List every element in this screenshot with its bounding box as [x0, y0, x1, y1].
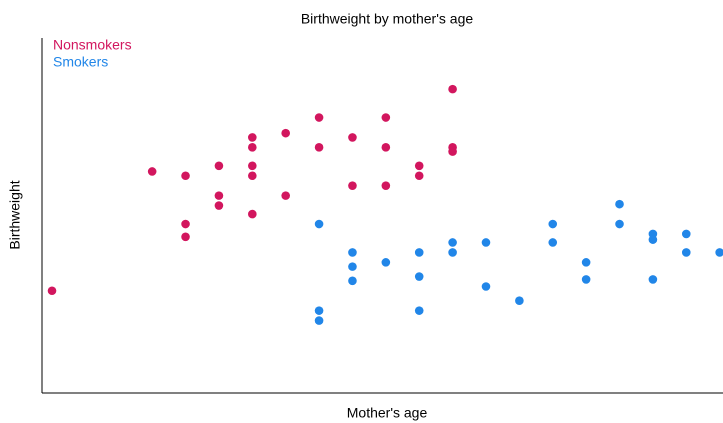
- point: [481, 238, 491, 247]
- point: [481, 282, 491, 291]
- point: [414, 171, 424, 181]
- point: [448, 238, 457, 247]
- legend-entry: Nonsmokers: [53, 37, 132, 53]
- point: [281, 128, 290, 138]
- point: [648, 275, 658, 284]
- point: [181, 232, 190, 242]
- point: [314, 219, 324, 229]
- point: [314, 316, 324, 325]
- point: [681, 229, 691, 239]
- point: [348, 133, 357, 142]
- point: [381, 113, 391, 122]
- point: [414, 272, 424, 281]
- point: [381, 181, 391, 190]
- point: [181, 219, 190, 229]
- point: [414, 306, 424, 315]
- point: [681, 248, 691, 257]
- point: [314, 113, 324, 122]
- point: [248, 143, 257, 152]
- point: [414, 248, 424, 257]
- point: [314, 143, 324, 152]
- legend-entry: Smokers: [53, 54, 108, 70]
- point: [248, 161, 257, 171]
- point: [214, 201, 224, 210]
- point: [248, 209, 257, 219]
- point: [47, 286, 57, 296]
- y-axis-label: Birthweight: [7, 180, 23, 249]
- x-axis-label: Mother's age: [347, 405, 428, 421]
- point: [615, 199, 624, 209]
- point: [147, 167, 157, 176]
- point: [348, 276, 357, 286]
- point: [348, 181, 357, 190]
- point: [715, 248, 723, 257]
- point: [448, 248, 457, 257]
- point: [314, 306, 324, 315]
- point: [214, 161, 224, 171]
- point: [381, 258, 391, 267]
- point: [648, 235, 658, 244]
- point: [515, 296, 524, 306]
- point: [248, 171, 257, 181]
- point: [414, 161, 424, 171]
- point: [181, 171, 190, 181]
- point: [548, 219, 558, 229]
- point: [581, 258, 591, 267]
- point: [248, 133, 257, 142]
- point: [615, 219, 624, 229]
- point: [348, 248, 357, 257]
- point: [281, 191, 290, 200]
- point: [548, 238, 558, 247]
- point: [581, 275, 591, 284]
- point: [448, 84, 457, 94]
- point: [214, 191, 224, 200]
- point: [381, 143, 391, 152]
- point: [448, 147, 457, 156]
- chart-title: Birthweight by mother's age: [301, 11, 474, 27]
- point: [348, 262, 357, 271]
